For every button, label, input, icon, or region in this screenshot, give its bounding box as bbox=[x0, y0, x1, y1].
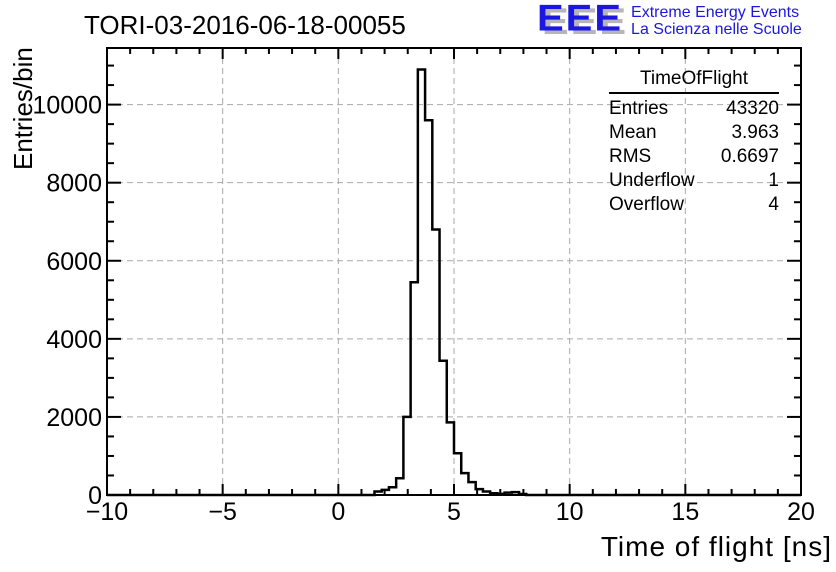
y-tick-label: 10000 bbox=[32, 92, 102, 120]
y-axis-title: Entries/bin bbox=[8, 47, 38, 170]
stats-label: Underflow bbox=[609, 170, 695, 191]
x-axis-title: Time of flight [ns] bbox=[600, 531, 832, 562]
stats-value: 4 bbox=[768, 194, 779, 215]
stats-label: Mean bbox=[609, 122, 657, 143]
x-tick-label: −5 bbox=[208, 498, 237, 526]
plot-title: TORI-03-2016-06-18-00055 bbox=[84, 10, 406, 40]
stats-row-overflow: Overflow 4 bbox=[609, 193, 779, 217]
y-tick-label: 2000 bbox=[46, 404, 102, 432]
eee-logo: EEE Extreme Energy Events La Scienza nel… bbox=[537, 0, 802, 39]
stats-label: Overflow bbox=[609, 194, 684, 215]
stats-row-mean: Mean 3.963 bbox=[609, 121, 779, 145]
y-tick-label: 8000 bbox=[46, 170, 102, 198]
eee-logo-line1: Extreme Energy Events bbox=[631, 4, 800, 21]
stats-title-underline bbox=[609, 92, 779, 94]
stats-label: Entries bbox=[609, 98, 669, 119]
stats-value: 3.963 bbox=[731, 122, 779, 143]
y-tick-label: 6000 bbox=[46, 248, 102, 276]
eee-logo-acronym: EEE bbox=[537, 0, 624, 39]
stats-label: RMS bbox=[609, 146, 652, 167]
stats-title: TimeOfFlight bbox=[639, 68, 749, 89]
x-tick-label: 10 bbox=[556, 498, 584, 526]
stats-row-underflow: Underflow 1 bbox=[609, 169, 779, 193]
x-tick-label: 0 bbox=[331, 498, 345, 526]
stats-value: 43320 bbox=[726, 98, 779, 119]
stats-row-rms: RMS 0.6697 bbox=[609, 145, 779, 169]
stats-box: TimeOfFlight Entries 43320 Mean 3.963 RM… bbox=[609, 68, 779, 217]
histogram-line bbox=[107, 68, 801, 497]
stats-value: 0.6697 bbox=[720, 146, 779, 167]
eee-logo-line2: La Scienza nelle Scuole bbox=[631, 21, 802, 38]
x-tick-label: 20 bbox=[787, 498, 815, 526]
x-tick-label: 5 bbox=[447, 498, 461, 526]
x-tick-label: −10 bbox=[86, 498, 128, 526]
eee-logo-text: Extreme Energy Events La Scienza nelle S… bbox=[631, 4, 802, 38]
x-tick-label: 15 bbox=[671, 498, 699, 526]
stats-row-entries: Entries 43320 bbox=[609, 97, 779, 121]
y-tick-label: 0 bbox=[88, 482, 102, 510]
stats-value: 1 bbox=[768, 170, 779, 191]
y-tick-label: 4000 bbox=[46, 326, 102, 354]
